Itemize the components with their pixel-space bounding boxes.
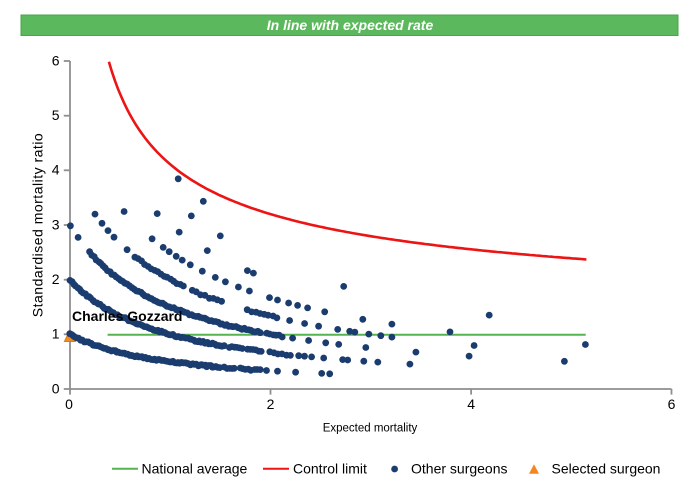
svg-text:4: 4 [467,396,475,412]
svg-text:National average: National average [142,461,248,477]
svg-text:2: 2 [52,271,60,287]
svg-text:Other surgeons: Other surgeons [411,461,508,477]
svg-text:1: 1 [52,326,60,342]
svg-text:Standardised mortality ratio: Standardised mortality ratio [30,133,46,317]
svg-text:6: 6 [52,52,60,68]
svg-text:Expected mortality: Expected mortality [323,423,418,435]
svg-text:6: 6 [668,396,676,412]
svg-text:3: 3 [52,216,60,232]
svg-text:2: 2 [267,396,275,412]
svg-text:4: 4 [52,162,60,178]
svg-text:Control limit: Control limit [293,461,367,477]
svg-text:In line with expected rate: In line with expected rate [267,17,434,33]
svg-text:Charles Gozzard: Charles Gozzard [72,308,182,324]
svg-text:Selected surgeon: Selected surgeon [552,461,661,477]
svg-text:0: 0 [52,380,60,396]
svg-text:5: 5 [52,107,60,123]
svg-text:0: 0 [65,396,73,412]
